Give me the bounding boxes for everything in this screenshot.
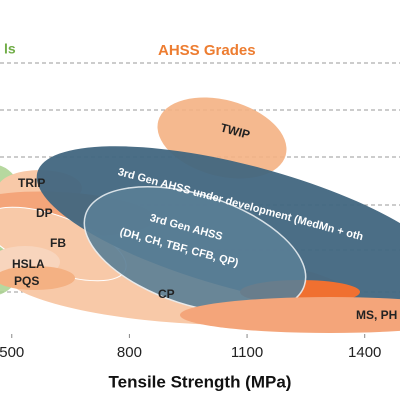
regions — [0, 97, 400, 333]
ms-ph-region — [180, 297, 400, 333]
region-label: MS, PH — [356, 308, 397, 322]
x-tick-label: 500 — [0, 344, 24, 361]
region-label: CP — [158, 287, 175, 301]
region-label: TRIP — [18, 176, 45, 190]
region-label: FB — [50, 236, 66, 250]
region-label: DP — [36, 206, 53, 220]
group-label: AHSS Grades — [158, 42, 256, 59]
x-tick-label: 1400 — [348, 344, 381, 361]
x-tick-label: 800 — [117, 344, 142, 361]
group-label: ls — [4, 41, 16, 57]
region-label: HSLA — [12, 257, 45, 271]
pqs-region — [0, 266, 75, 290]
3rd-gen-region — [83, 186, 307, 314]
region-label: PQS — [14, 274, 39, 288]
x-tick-label: 1100 — [231, 344, 263, 361]
x-axis-title: Tensile Strength (MPa) — [109, 372, 292, 391]
